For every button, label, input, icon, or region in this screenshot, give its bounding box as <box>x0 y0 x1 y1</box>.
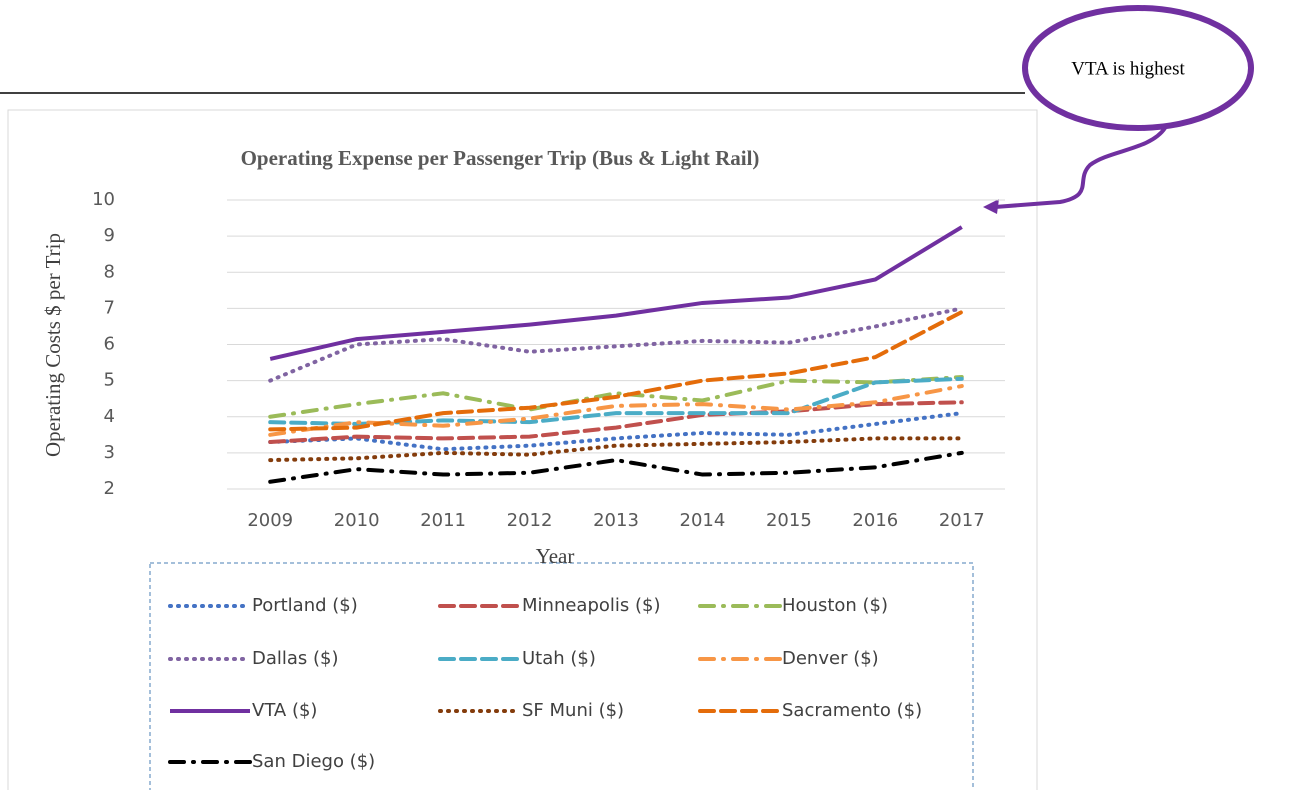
series-line <box>268 436 964 463</box>
y-axis-label: Operating Costs $ per Trip <box>41 233 65 457</box>
callout-tail <box>994 126 1167 209</box>
y-tick-label: 7 <box>104 297 115 318</box>
legend-label: San Diego ($) <box>252 751 375 772</box>
series-line <box>268 375 964 419</box>
y-tick-label: 3 <box>104 442 115 463</box>
legend-label: SF Muni ($) <box>522 700 624 721</box>
x-tick-label: 2011 <box>420 510 466 531</box>
legend-label: Portland ($) <box>252 595 358 616</box>
legend-label: Utah ($) <box>522 648 596 669</box>
y-tick-label: 2 <box>104 478 115 499</box>
x-tick-label: 2009 <box>247 510 293 531</box>
legend-label: Houston ($) <box>782 595 888 616</box>
callout-text: VTA is highest <box>1071 58 1185 79</box>
chart-title: Operating Expense per Passenger Trip (Bu… <box>241 146 760 170</box>
y-tick-label: 8 <box>104 261 115 282</box>
x-tick-label: 2016 <box>852 510 898 531</box>
callout-arrowhead <box>983 199 999 214</box>
x-tick-label: 2015 <box>766 510 812 531</box>
y-tick-label: 10 <box>92 189 115 210</box>
legend-label: Denver ($) <box>782 648 879 669</box>
y-tick-label: 6 <box>104 334 115 355</box>
legend-box <box>149 562 974 790</box>
chart-frame <box>7 109 1038 790</box>
legend-label: Dallas ($) <box>252 648 339 669</box>
y-tick-label: 4 <box>104 406 115 427</box>
x-tick-label: 2013 <box>593 510 639 531</box>
y-tick-label: 5 <box>104 370 115 391</box>
series-line <box>268 411 964 452</box>
x-tick-label: 2017 <box>939 510 985 531</box>
legend-label: VTA ($) <box>252 700 317 721</box>
legend-label: Minneapolis ($) <box>522 595 661 616</box>
x-tick-label: 2010 <box>334 510 380 531</box>
x-tick-label: 2014 <box>680 510 726 531</box>
callout-bubble <box>1022 5 1254 131</box>
series-line <box>268 400 964 445</box>
y-tick-label: 9 <box>104 225 115 246</box>
series-line <box>268 306 964 383</box>
x-axis-label: Year <box>536 544 575 568</box>
series-line <box>268 309 964 432</box>
series-line <box>269 225 963 361</box>
legend-label: Sacramento ($) <box>782 700 922 721</box>
x-tick-label: 2012 <box>507 510 553 531</box>
